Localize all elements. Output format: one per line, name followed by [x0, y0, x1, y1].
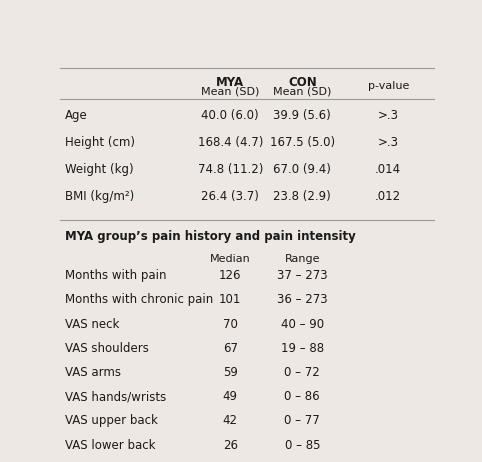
Text: CON: CON	[288, 76, 317, 89]
Text: 70: 70	[223, 317, 238, 331]
Text: 0 – 72: 0 – 72	[284, 366, 320, 379]
Text: 40 – 90: 40 – 90	[281, 317, 324, 331]
Text: VAS shoulders: VAS shoulders	[65, 342, 148, 355]
Text: Height (cm): Height (cm)	[65, 136, 135, 149]
Text: p-value: p-value	[368, 81, 409, 91]
Text: 49: 49	[223, 390, 238, 403]
Text: 26.4 (3.7): 26.4 (3.7)	[201, 190, 259, 203]
Text: Weight (kg): Weight (kg)	[65, 163, 134, 176]
Text: 168.4 (4.7): 168.4 (4.7)	[198, 136, 263, 149]
Text: VAS neck: VAS neck	[65, 317, 119, 331]
Text: MYA group’s pain history and pain intensity: MYA group’s pain history and pain intens…	[65, 230, 356, 243]
Text: .012: .012	[375, 190, 402, 203]
Text: Months with chronic pain: Months with chronic pain	[65, 293, 213, 306]
Text: 36 – 273: 36 – 273	[277, 293, 328, 306]
Text: 74.8 (11.2): 74.8 (11.2)	[198, 163, 263, 176]
Text: 167.5 (5.0): 167.5 (5.0)	[270, 136, 335, 149]
Text: 59: 59	[223, 366, 238, 379]
Text: 126: 126	[219, 269, 241, 282]
Text: Age: Age	[65, 109, 87, 122]
Text: >.3: >.3	[378, 136, 399, 149]
Text: >.3: >.3	[378, 109, 399, 122]
Text: Mean (SD): Mean (SD)	[273, 87, 332, 97]
Text: 67: 67	[223, 342, 238, 355]
Text: Mean (SD): Mean (SD)	[201, 87, 259, 97]
Text: 0 – 77: 0 – 77	[284, 414, 320, 427]
Text: Range: Range	[284, 254, 320, 264]
Text: 0 – 86: 0 – 86	[284, 390, 320, 403]
Text: VAS hands/wrists: VAS hands/wrists	[65, 390, 166, 403]
Text: 39.9 (5.6): 39.9 (5.6)	[273, 109, 331, 122]
Text: VAS lower back: VAS lower back	[65, 438, 155, 451]
Text: 101: 101	[219, 293, 241, 306]
Text: 19 – 88: 19 – 88	[281, 342, 324, 355]
Text: 0 – 85: 0 – 85	[284, 438, 320, 451]
Text: 37 – 273: 37 – 273	[277, 269, 328, 282]
Text: Median: Median	[210, 254, 251, 264]
Text: 26: 26	[223, 438, 238, 451]
Text: BMI (kg/m²): BMI (kg/m²)	[65, 190, 134, 203]
Text: 42: 42	[223, 414, 238, 427]
Text: 40.0 (6.0): 40.0 (6.0)	[201, 109, 259, 122]
Text: MYA: MYA	[216, 76, 244, 89]
Text: 67.0 (9.4): 67.0 (9.4)	[273, 163, 331, 176]
Text: Months with pain: Months with pain	[65, 269, 166, 282]
Text: .014: .014	[375, 163, 402, 176]
Text: VAS upper back: VAS upper back	[65, 414, 158, 427]
Text: VAS arms: VAS arms	[65, 366, 120, 379]
Text: 23.8 (2.9): 23.8 (2.9)	[273, 190, 331, 203]
